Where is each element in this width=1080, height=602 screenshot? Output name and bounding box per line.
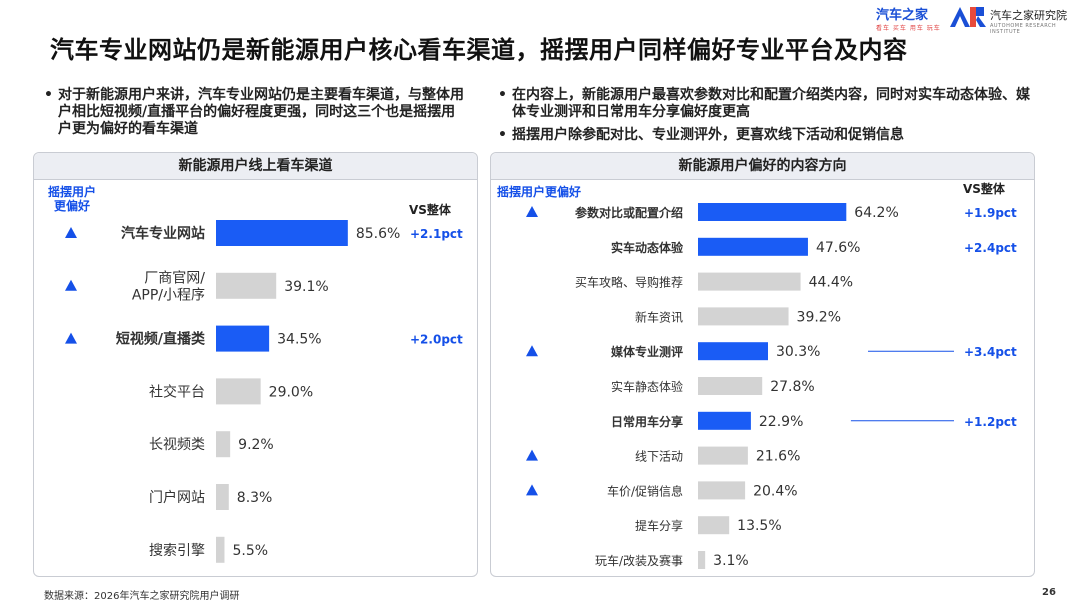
channel-swing-marker-icon xyxy=(65,227,77,238)
channel-value-label: 85.6% xyxy=(356,226,400,242)
content-category-label: 实车静态体验 xyxy=(611,379,683,394)
bullet-right-2: • 摇摆用户除参配对比、专业测评外，更喜欢线下活动和促销信息 xyxy=(498,127,904,143)
content-bar xyxy=(698,307,789,326)
content-category-label: 新车资讯 xyxy=(635,309,683,324)
institute-name: 汽车之家研究院 AUTOHOME RESEARCH INSTITUTE xyxy=(990,7,1080,35)
logo-institute-en: AUTOHOME RESEARCH INSTITUTE xyxy=(990,23,1057,35)
content-legend-note: 摇摆用户更偏好 xyxy=(497,185,582,199)
content-chart-panel: 新能源用户偏好的内容方向 摇摆用户更偏好 VS整体 参数对比或配置介绍 64.2%… xyxy=(490,152,1035,577)
channel-swing-marker-icon xyxy=(65,332,77,344)
content-bar xyxy=(698,446,748,465)
content-bar xyxy=(698,516,730,535)
channel-bar-chart: 汽车专业网站 85.6% +2.1pct 厂商官网/APP/小程序 39.1% 短视频/直… xyxy=(65,220,463,563)
content-category-label: 车价/促销信息 xyxy=(607,483,683,498)
content-value-label: 27.8% xyxy=(770,379,814,395)
content-swing-marker-icon xyxy=(526,206,538,217)
channel-bar xyxy=(216,431,231,458)
content-bar xyxy=(698,237,808,256)
bullet-left-1: • 对于新能源用户来讲，汽车专业网站仍是主要看车渠道，与整体用户相比短视频/直播平… xyxy=(44,87,464,137)
content-value-label: 44.4% xyxy=(809,275,853,291)
content-category-label: 日常用车分享 xyxy=(611,414,683,429)
channel-category-label: 短视频/直播类 xyxy=(116,331,206,348)
content-swing-marker-icon xyxy=(526,484,538,496)
content-category-label: 买车攻略、导购推荐 xyxy=(575,275,683,290)
content-swing-marker-icon xyxy=(526,449,538,461)
content-bar-chart: 参数对比或配置介绍 64.2% +1.9pct 实车动态体验 47.6% +2.4pct 买… xyxy=(526,203,1017,569)
channel-bar xyxy=(216,484,229,510)
channel-chart-panel: 新能源用户线上看车渠道 摇摆用户 更偏好 VS整体 汽车专业网站 85.6% +2.… xyxy=(33,152,478,577)
content-category-label: 线下活动 xyxy=(635,450,683,464)
channel-chart-title: 新能源用户线上看车渠道 xyxy=(34,153,477,180)
content-bar xyxy=(698,551,706,569)
content-bar xyxy=(698,203,847,221)
content-category-label: 实车动态体验 xyxy=(611,240,684,255)
channel-category-label: 社交平台 xyxy=(149,383,205,400)
content-vs-overall-value: +1.9pct xyxy=(964,206,1017,220)
channel-vs-overall-value: +2.0pct xyxy=(410,333,463,347)
content-bar xyxy=(698,481,746,500)
channel-bar xyxy=(216,272,277,299)
content-bar xyxy=(698,377,763,395)
channel-bar xyxy=(216,536,225,563)
channel-bar xyxy=(216,378,261,405)
data-source: 数据来源：2026年汽车之家研究院用户调研 xyxy=(44,591,240,602)
page-title: 汽车专业网站仍是新能源用户核心看车渠道，摇摆用户同样偏好专业平台及内容 xyxy=(50,36,908,64)
channel-category-label: 汽车专业网站 xyxy=(121,225,205,242)
channel-bar xyxy=(216,325,270,352)
logo-brand: 汽车之家 xyxy=(876,8,929,23)
content-vs-header: VS整体 xyxy=(963,182,1005,196)
content-value-label: 30.3% xyxy=(776,344,820,360)
page-number: 26 xyxy=(1042,587,1056,598)
channel-vs-overall-value: +2.1pct xyxy=(410,227,463,241)
content-vs-overall-value: +2.4pct xyxy=(964,241,1017,255)
content-swing-marker-icon xyxy=(526,345,538,357)
channel-legend-note: 摇摆用户 更偏好 xyxy=(47,185,96,213)
channel-category-label: 长视频类 xyxy=(149,437,205,453)
content-bar xyxy=(698,411,751,430)
channel-vs-header: VS整体 xyxy=(409,203,451,217)
channel-value-label: 39.1% xyxy=(284,279,328,295)
content-category-label: 玩车/改装及赛事 xyxy=(595,553,683,568)
content-value-label: 20.4% xyxy=(753,483,797,499)
content-vs-overall-value: +1.2pct xyxy=(964,415,1017,429)
content-chart-title: 新能源用户偏好的内容方向 xyxy=(491,153,1034,180)
logo-slogan: 看车 买车 用车 玩车 xyxy=(876,25,941,32)
channel-value-label: 34.5% xyxy=(277,332,321,348)
channel-value-label: 5.5% xyxy=(232,543,268,559)
content-bar xyxy=(698,342,768,361)
content-value-label: 3.1% xyxy=(713,553,749,569)
research-institute-logo-icon xyxy=(950,7,986,27)
content-value-label: 39.2% xyxy=(797,309,841,325)
channel-category-label: 搜索引擎 xyxy=(149,542,205,559)
content-category-label: 参数对比或配置介绍 xyxy=(575,205,683,220)
content-category-label: 提车分享 xyxy=(635,518,683,533)
logo-institute: 汽车之家研究院 xyxy=(990,9,1067,22)
content-bar xyxy=(698,272,801,291)
channel-swing-marker-icon xyxy=(65,279,77,291)
channel-category-label: 厂商官网/APP/小程序 xyxy=(132,270,205,303)
content-value-label: 22.9% xyxy=(759,414,803,430)
content-value-label: 47.6% xyxy=(816,240,860,256)
content-vs-overall-value: +3.4pct xyxy=(964,345,1017,359)
channel-value-label: 29.0% xyxy=(269,384,313,400)
channel-value-label: 8.3% xyxy=(237,490,273,506)
content-value-label: 21.6% xyxy=(756,449,800,465)
content-value-label: 13.5% xyxy=(737,518,781,534)
bullet-right-1: • 在内容上，新能源用户最喜欢参数对比和配置介绍类内容，同时对实车动态体验、媒体专… xyxy=(498,87,1030,120)
content-value-label: 64.2% xyxy=(854,205,898,221)
channel-bar xyxy=(216,220,348,246)
autohome-logo: 汽车之家 看车 买车 用车 玩车 xyxy=(876,4,941,32)
content-category-label: 媒体专业测评 xyxy=(611,344,683,359)
channel-value-label: 9.2% xyxy=(238,437,274,453)
channel-category-label: 门户网站 xyxy=(149,489,205,506)
